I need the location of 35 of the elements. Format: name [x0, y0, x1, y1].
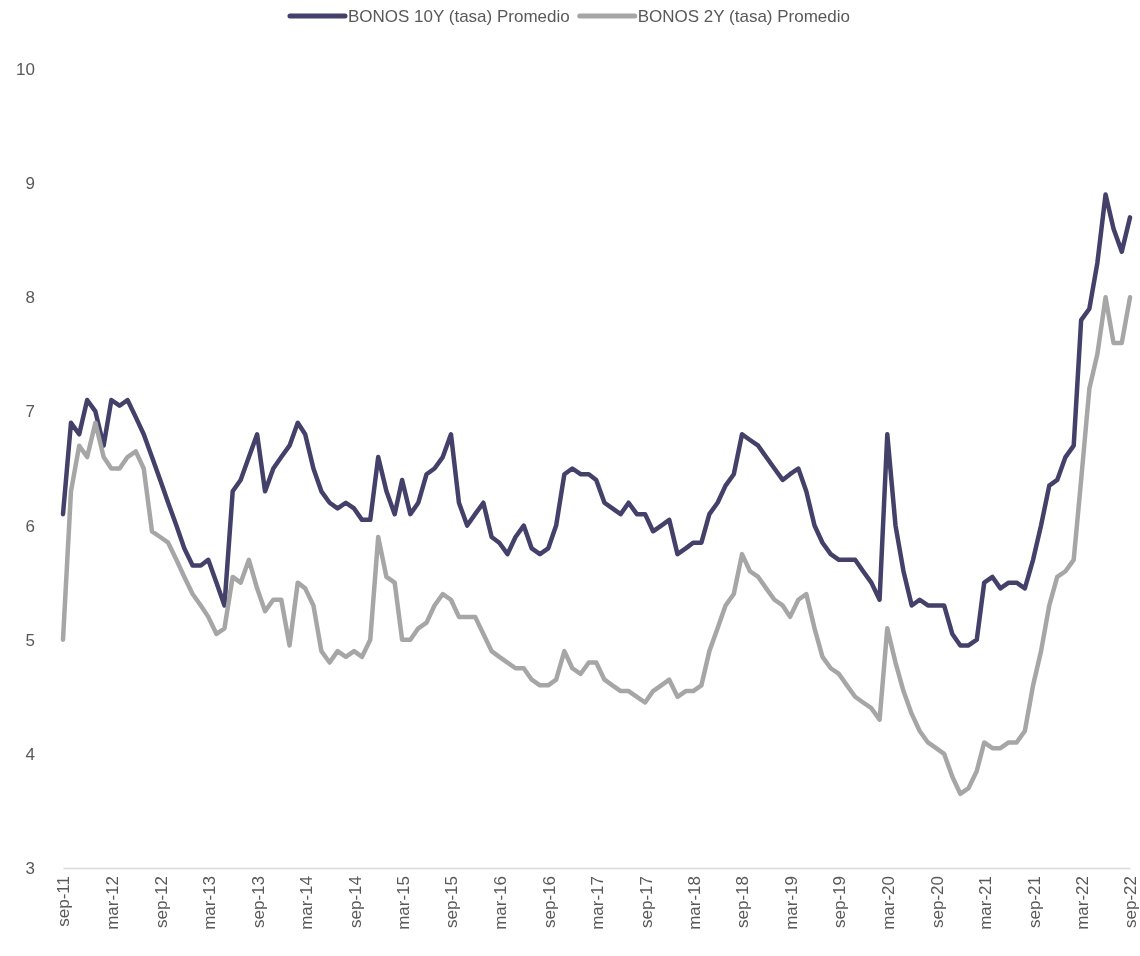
x-tick-label: sep-22 — [1121, 876, 1140, 928]
line-series — [60, 295, 1133, 797]
x-tick-label: sep-19 — [830, 876, 850, 928]
y-tick-label: 8 — [25, 288, 35, 308]
legend-label: BONOS 2Y (tasa) Promedio — [637, 6, 851, 26]
x-tick-label: sep-17 — [636, 876, 656, 928]
y-tick-label: 3 — [25, 858, 35, 878]
y-tick-label: 6 — [25, 516, 35, 536]
x-tick-label: mar-15 — [393, 876, 413, 930]
x-tick-label: sep-18 — [733, 876, 753, 928]
x-tick-label: mar-21 — [975, 876, 995, 930]
x-tick-label: sep-16 — [539, 876, 559, 928]
x-tick-label: mar-14 — [296, 876, 316, 930]
y-tick-label: 5 — [25, 630, 35, 650]
x-tick-label: mar-18 — [684, 876, 704, 930]
x-tick-label: sep-14 — [345, 876, 365, 928]
x-tick-label: mar-17 — [587, 876, 607, 930]
x-tick-label: mar-12 — [102, 876, 122, 930]
x-tick-label: mar-13 — [199, 876, 219, 930]
x-tick-label: mar-16 — [490, 876, 510, 930]
y-tick-label: 9 — [25, 174, 35, 194]
x-tick-label: mar-19 — [781, 876, 801, 930]
y-tick-label: 10 — [16, 59, 35, 79]
x-tick-label: sep-21 — [1024, 876, 1044, 928]
y-tick-label: 4 — [25, 744, 35, 764]
x-tick-label: mar-22 — [1072, 876, 1092, 930]
legend-label: BONOS 10Y (tasa) Promedio — [347, 6, 570, 26]
x-tick-label: sep-15 — [442, 876, 462, 928]
line-series — [60, 192, 1133, 648]
y-tick-label: 7 — [25, 402, 35, 422]
x-tick-label: mar-20 — [878, 876, 898, 930]
x-tick-label: sep-20 — [927, 876, 947, 928]
x-tick-label: sep-12 — [151, 876, 171, 928]
x-tick-label: sep-11 — [54, 876, 74, 927]
x-tick-label: sep-13 — [248, 876, 268, 928]
